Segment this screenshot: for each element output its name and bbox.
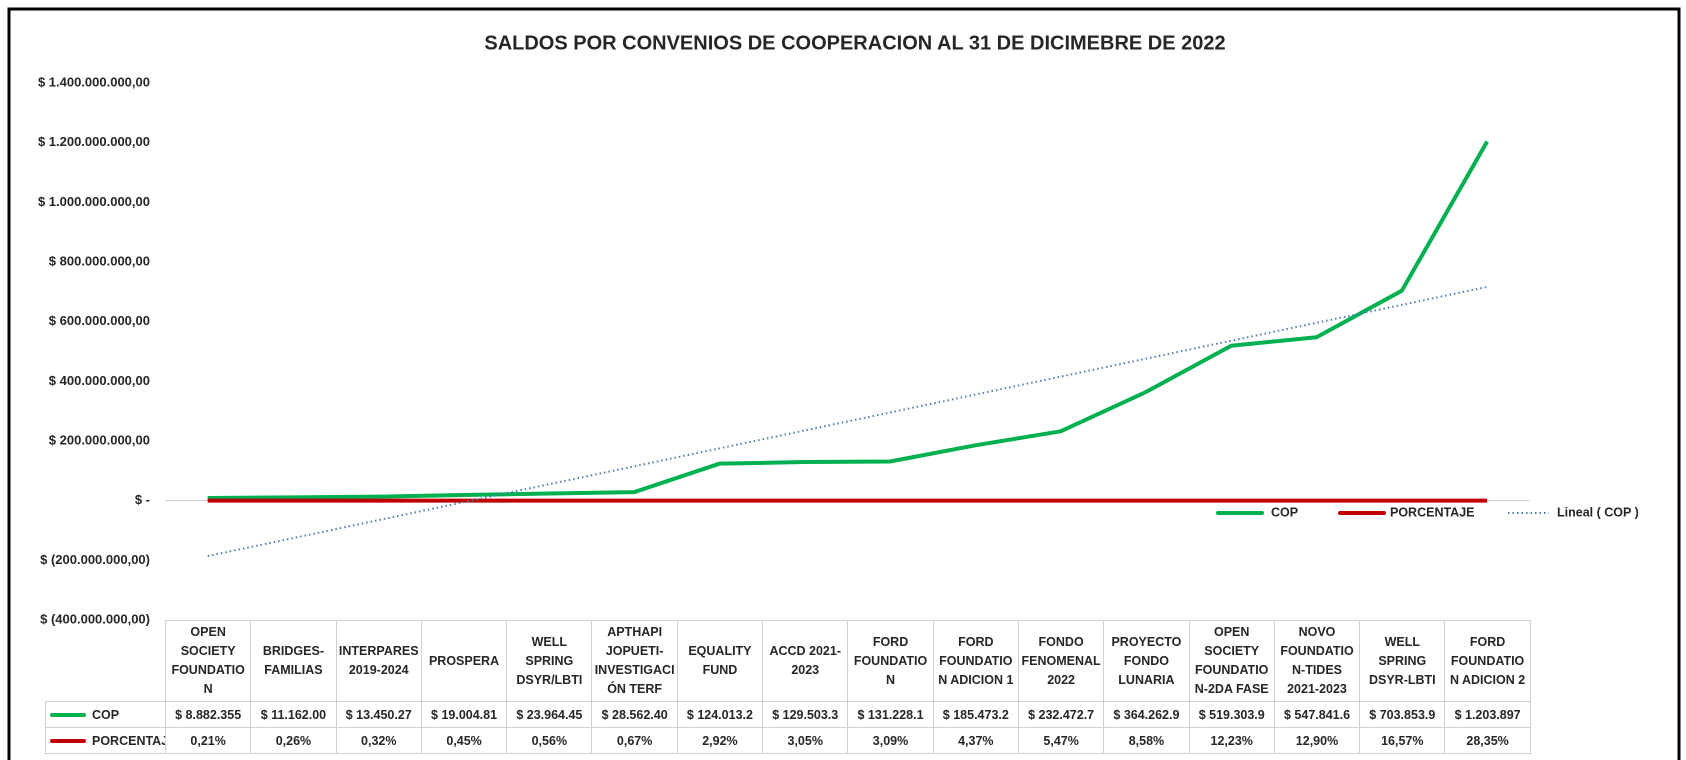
value-cell: 5,47% [1017, 727, 1105, 754]
legend-label: Lineal ( COP ) [1557, 505, 1639, 519]
value-cell: 0,56% [506, 727, 593, 754]
data-table: OPEN SOCIETY FOUNDATION BRIDGES-FAMILIAS I… [45, 620, 1531, 754]
value-cell: 12,23% [1188, 727, 1275, 754]
value-cell: $ 185.473.2 [932, 701, 1019, 728]
category-cell: FONDO FENOMENAL 2022 [1017, 620, 1105, 702]
category-cell: APTHAPI JOPUETI-INVESTIGACIÓN TERF [591, 620, 678, 702]
legend-swatch [50, 713, 86, 718]
y-tick-label: $ 1.000.000.000,00 [38, 194, 150, 209]
y-tick-label: $ - [135, 492, 150, 507]
value-cell: 28,35% [1444, 727, 1531, 754]
value-cell: 16,57% [1359, 727, 1446, 754]
y-tick-label: $ 1.400.000.000,00 [38, 74, 150, 89]
category-cell: INTERPARES 2019-2024 [335, 620, 422, 702]
value-cell: $ 364.262.9 [1103, 701, 1190, 728]
y-tick-label: $ 600.000.000,00 [49, 313, 150, 328]
legend-swatch [50, 739, 86, 744]
category-cell: FORD FOUNDATION ADICION 2 [1444, 620, 1531, 702]
chart-title: SALDOS POR CONVENIOS DE COOPERACION AL 3… [484, 32, 1225, 54]
category-cell: PROYECTO FONDO LUNARIA [1103, 620, 1190, 702]
value-cell: $ 131.228.1 [847, 701, 934, 728]
y-tick-label: $ 200.000.000,00 [49, 432, 150, 447]
category-cell: EQUALITY FUND [676, 620, 764, 702]
row-label: COP [45, 701, 166, 728]
y-tick-label: $ 400.000.000,00 [49, 373, 150, 388]
value-cell: 2,92% [676, 727, 764, 754]
value-cell: 3,05% [762, 727, 849, 754]
category-cell: PROSPERA [420, 620, 508, 702]
category-cell: OPEN SOCIETY FOUNDATION-2DA FASE [1188, 620, 1275, 702]
y-tick-label: $ (200.000.000,00) [40, 552, 150, 567]
value-cell: $ 703.853.9 [1359, 701, 1446, 728]
y-tick-label: $ 800.000.000,00 [49, 253, 150, 268]
value-row: PORCENTAJE0,21%0,26%0,32%0,45%0,56%0,67%… [45, 727, 1531, 754]
value-cell: 3,09% [847, 727, 934, 754]
legend-label: PORCENTAJE [1390, 505, 1475, 519]
frame [7, 7, 1681, 760]
series-line [207, 140, 1489, 501]
value-cell: $ 547.841.6 [1273, 701, 1361, 728]
header-row: OPEN SOCIETY FOUNDATION BRIDGES-FAMILIAS I… [46, 620, 1531, 702]
value-cell: 0,26% [250, 727, 337, 754]
row-label-text: COP [92, 707, 120, 722]
value-cell: 0,67% [591, 727, 678, 754]
value-cell: 4,37% [932, 727, 1019, 754]
value-cell: 8,58% [1103, 727, 1190, 754]
category-cell: NOVO FOUNDATION-TIDES 2021-2023 [1273, 620, 1361, 702]
value-cell: 12,90% [1273, 727, 1361, 754]
value-cell: 0,32% [335, 727, 422, 754]
category-cell: ACCD 2021-2023 [762, 620, 849, 702]
value-cell: $ 19.004.81 [420, 701, 508, 728]
value-cell: $ 1.203.897 [1444, 701, 1531, 728]
value-cell: $ 519.303.9 [1188, 701, 1275, 728]
value-cell: $ 232.472.7 [1017, 701, 1105, 728]
trendline [207, 285, 1488, 558]
category-cell: FORD FOUNDATION [847, 620, 934, 702]
corner [46, 621, 166, 702]
y-tick-label: $ 1.200.000.000,00 [38, 134, 150, 149]
value-cell: $ 28.562.40 [591, 701, 678, 728]
category-cell: OPEN SOCIETY FOUNDATION [164, 620, 252, 702]
value-cell: $ 129.503.3 [762, 701, 849, 728]
value-cell: $ 13.450.27 [335, 701, 422, 728]
value-cell: 0,21% [164, 727, 252, 754]
value-cell: 0,45% [420, 727, 508, 754]
category-cell: WELL SPRING DSYR/LBTI [506, 620, 593, 702]
row-label: PORCENTAJE [45, 727, 166, 754]
category-cell: BRIDGES-FAMILIAS [250, 620, 337, 702]
value-row: COP $ 8.882.355 $ 11.162.00 $ 13.450.27 $ 19… [45, 701, 1531, 728]
row-label-text: PORCENTAJE [92, 733, 165, 748]
value-cell: $ 124.013.2 [676, 701, 764, 728]
value-cell: $ 11.162.00 [250, 701, 337, 728]
category-cell: FORD FOUNDATION ADICION 1 [932, 620, 1019, 702]
value-cell: $ 8.882.355 [164, 701, 252, 728]
value-cell: $ 23.964.45 [506, 701, 593, 728]
y-tick-label: $ (400.000.000,00) [40, 611, 150, 626]
legend-label: COP [1271, 505, 1298, 519]
category-cell: WELL SPRING DSYR-LBTI [1359, 620, 1446, 702]
